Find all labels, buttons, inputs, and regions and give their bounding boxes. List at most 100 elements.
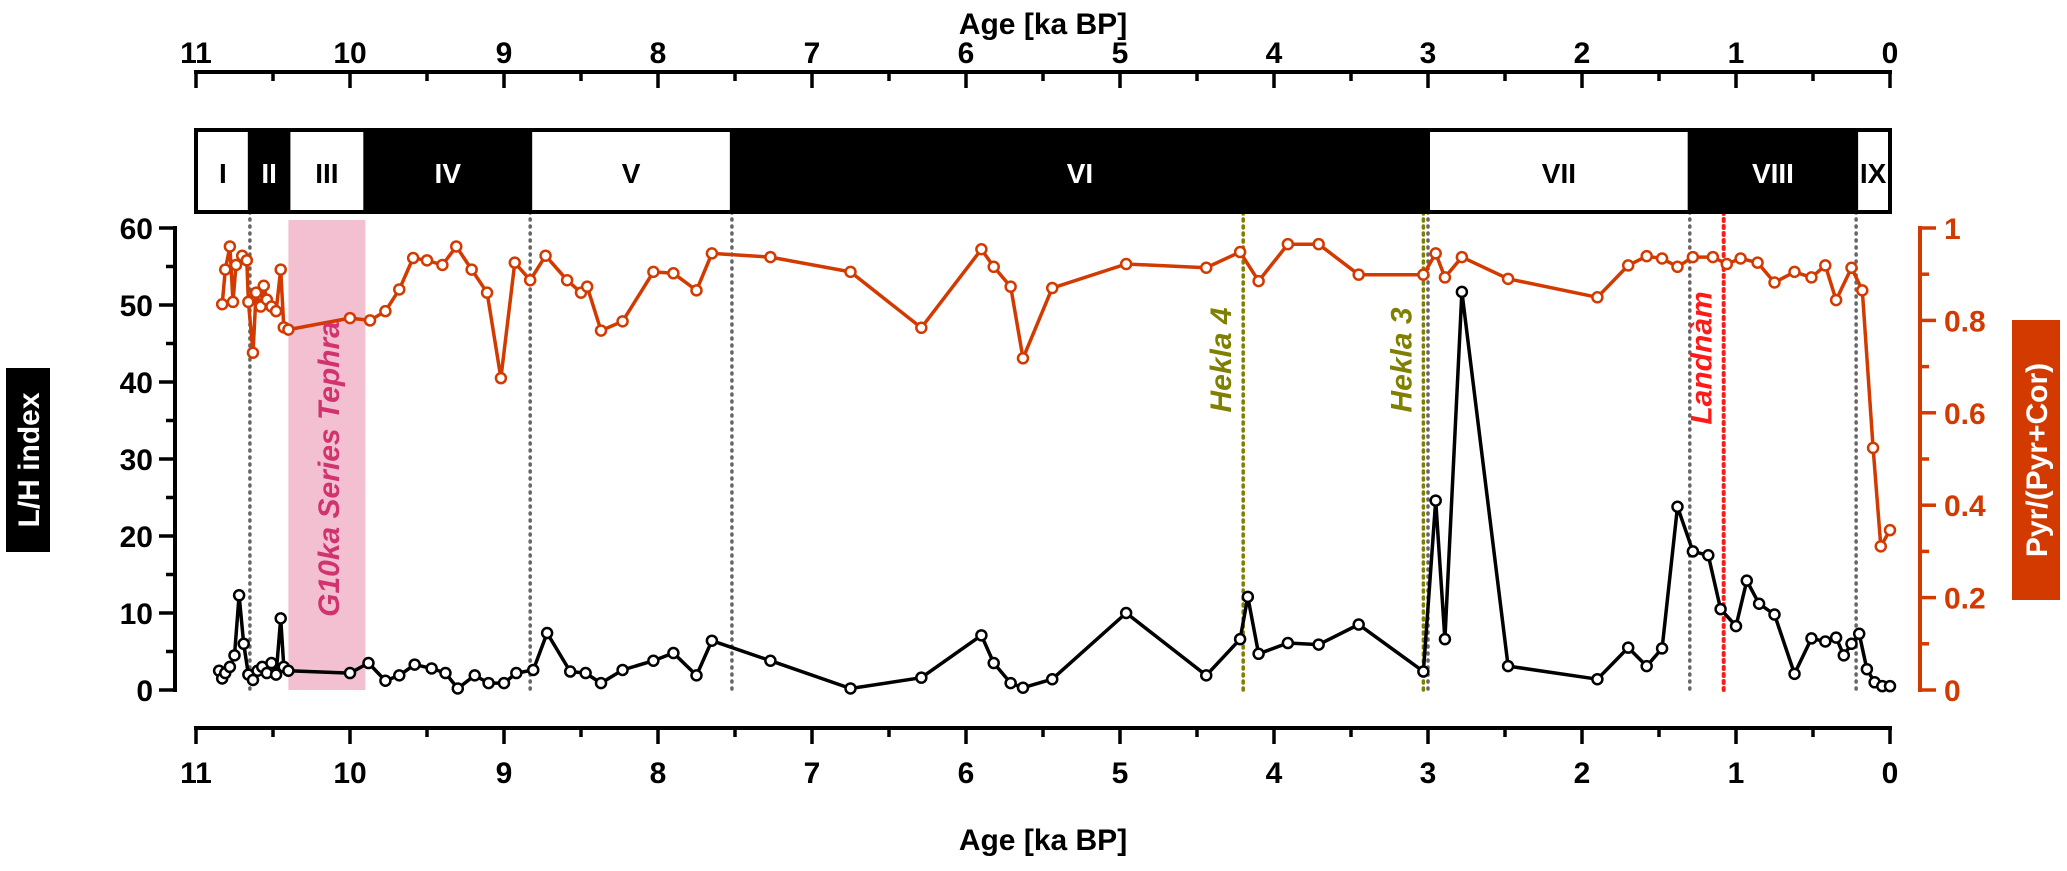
data-point (1501, 272, 1515, 286)
tephra-band (288, 220, 366, 690)
data-point (1312, 638, 1325, 651)
top-x-tick-label: 8 (650, 37, 667, 70)
series-pyr-ratio (215, 237, 1897, 553)
data-point (363, 314, 377, 327)
data-point (1252, 274, 1265, 288)
data-point (1805, 271, 1818, 284)
right-y-tick-label: 1 (1944, 213, 1961, 246)
left-y-tick-label: 40 (120, 367, 153, 400)
data-point (915, 671, 928, 684)
data-point (1312, 237, 1325, 251)
data-point (215, 297, 229, 311)
data-point (343, 311, 357, 325)
data-point (1768, 276, 1781, 289)
data-point (1352, 268, 1365, 281)
data-point (690, 284, 703, 297)
data-point (1438, 632, 1452, 646)
data-point (616, 663, 629, 677)
data-point (1591, 672, 1604, 686)
right-axis-label-box: Pyr/(Pyr+Cor) (2012, 320, 2060, 600)
data-point (451, 682, 465, 695)
data-point (560, 273, 574, 287)
data-point (616, 315, 629, 328)
data-point (237, 637, 250, 651)
series-line (217, 290, 1890, 691)
series-lh-index (212, 285, 1897, 695)
data-point (274, 263, 287, 276)
data-point (1352, 618, 1365, 631)
data-point (228, 649, 241, 662)
data-point (1874, 540, 1888, 553)
data-point (1199, 261, 1213, 274)
bottom-x-tick-label: 0 (1882, 757, 1899, 790)
bottom-x-axis-title: Age [ka BP] (959, 824, 1127, 857)
data-point (540, 626, 554, 640)
data-point (379, 674, 392, 688)
axes: 1111101099887766554433221100010203040506… (120, 37, 1986, 790)
event-label: Hekla 3 (1385, 307, 1418, 412)
right-y-tick-label: 0.4 (1944, 490, 1986, 523)
data-point (269, 668, 283, 681)
data-point (246, 673, 260, 687)
data-point (1751, 256, 1764, 269)
left-axis-label-box: L/H index (6, 368, 50, 552)
data-point (1702, 549, 1715, 562)
data-point (1856, 284, 1869, 297)
data-point (844, 265, 857, 279)
data-point (1729, 619, 1743, 633)
bottom-x-tick-label: 1 (1728, 757, 1745, 790)
data-point (1860, 662, 1874, 676)
data-point (667, 267, 680, 280)
zone-V (528, 128, 734, 214)
tephra-band-label: G10ka Series Tephra (313, 321, 346, 617)
data-point (647, 654, 660, 667)
data-point (579, 666, 592, 680)
bottom-x-tick-label: 7 (804, 757, 821, 790)
zone-label: VIII (1752, 158, 1794, 189)
bottom-x-tick-label: 10 (333, 757, 366, 790)
top-x-axis-title: Age [ka BP] (959, 8, 1127, 41)
data-point (1455, 285, 1469, 299)
data-point (1837, 649, 1851, 662)
data-point (1621, 641, 1635, 654)
left-y-tick-label: 60 (120, 213, 153, 246)
data-point (563, 665, 577, 678)
data-point (1805, 632, 1818, 645)
data-point (1119, 257, 1133, 271)
zone-label: IV (435, 158, 462, 189)
data-point (1004, 676, 1017, 690)
data-point (667, 646, 680, 660)
top-x-tick-label: 6 (958, 37, 975, 70)
data-point (229, 258, 243, 272)
data-point (527, 663, 540, 677)
bottom-x-tick-label: 11 (180, 757, 212, 790)
data-point (1016, 681, 1030, 694)
data-point (1417, 268, 1430, 281)
left-y-tick-label: 50 (120, 290, 153, 323)
data-point (465, 263, 478, 276)
data-point (1233, 245, 1247, 259)
data-point (223, 240, 237, 253)
data-point (647, 265, 660, 279)
data-point (425, 662, 438, 675)
zone-IV (363, 128, 533, 214)
top-x-tick-label: 0 (1882, 37, 1899, 70)
left-y-tick-label: 10 (120, 598, 153, 631)
top-x-tick-label: 2 (1574, 37, 1591, 70)
bottom-x-tick-label: 5 (1112, 757, 1129, 790)
zone-label: I (219, 158, 227, 189)
data-point (1883, 523, 1897, 537)
data-point (705, 634, 719, 647)
data-point (482, 676, 495, 690)
data-point (1819, 635, 1832, 648)
data-point (1655, 252, 1669, 265)
data-point (915, 321, 928, 335)
data-point (1734, 252, 1747, 265)
data-point (1045, 672, 1059, 686)
event-label: Landnàm (1686, 291, 1719, 424)
data-point (1438, 271, 1452, 284)
left-y-tick-label: 30 (120, 444, 153, 477)
data-point (439, 666, 452, 680)
data-point (1788, 265, 1801, 279)
